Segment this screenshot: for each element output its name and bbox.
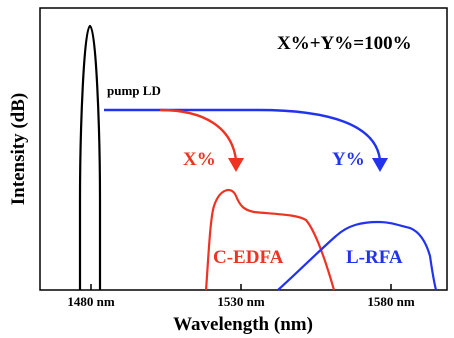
y-percent-label: Y% (332, 149, 365, 170)
l-rfa-gain-curve (277, 220, 438, 291)
c-edfa-label: C-EDFA (213, 247, 284, 268)
x-axis-title: Wavelength (nm) (173, 314, 313, 335)
y-percent-arrowhead (372, 158, 388, 172)
pump-ld-label: pump LD (107, 83, 161, 98)
x-tick-label-1530: 1530 nm (217, 294, 264, 309)
y-percent-arrow (257, 108, 382, 161)
x-percent-label: X% (183, 149, 216, 170)
x-percent-arrow (159, 108, 238, 161)
x-tick-label-1580: 1580 nm (367, 294, 414, 309)
c-edfa-gain-curve (204, 188, 336, 291)
x-percent-arrowhead (228, 158, 244, 172)
x-tick-label-1480: 1480 nm (67, 294, 114, 309)
pump-ld-peak (78, 24, 102, 290)
l-rfa-label: L-RFA (346, 247, 403, 268)
equation-label: X%+Y%=100% (277, 33, 412, 54)
plot-frame (39, 7, 448, 291)
y-axis-title: Intensity (dB) (8, 93, 29, 205)
